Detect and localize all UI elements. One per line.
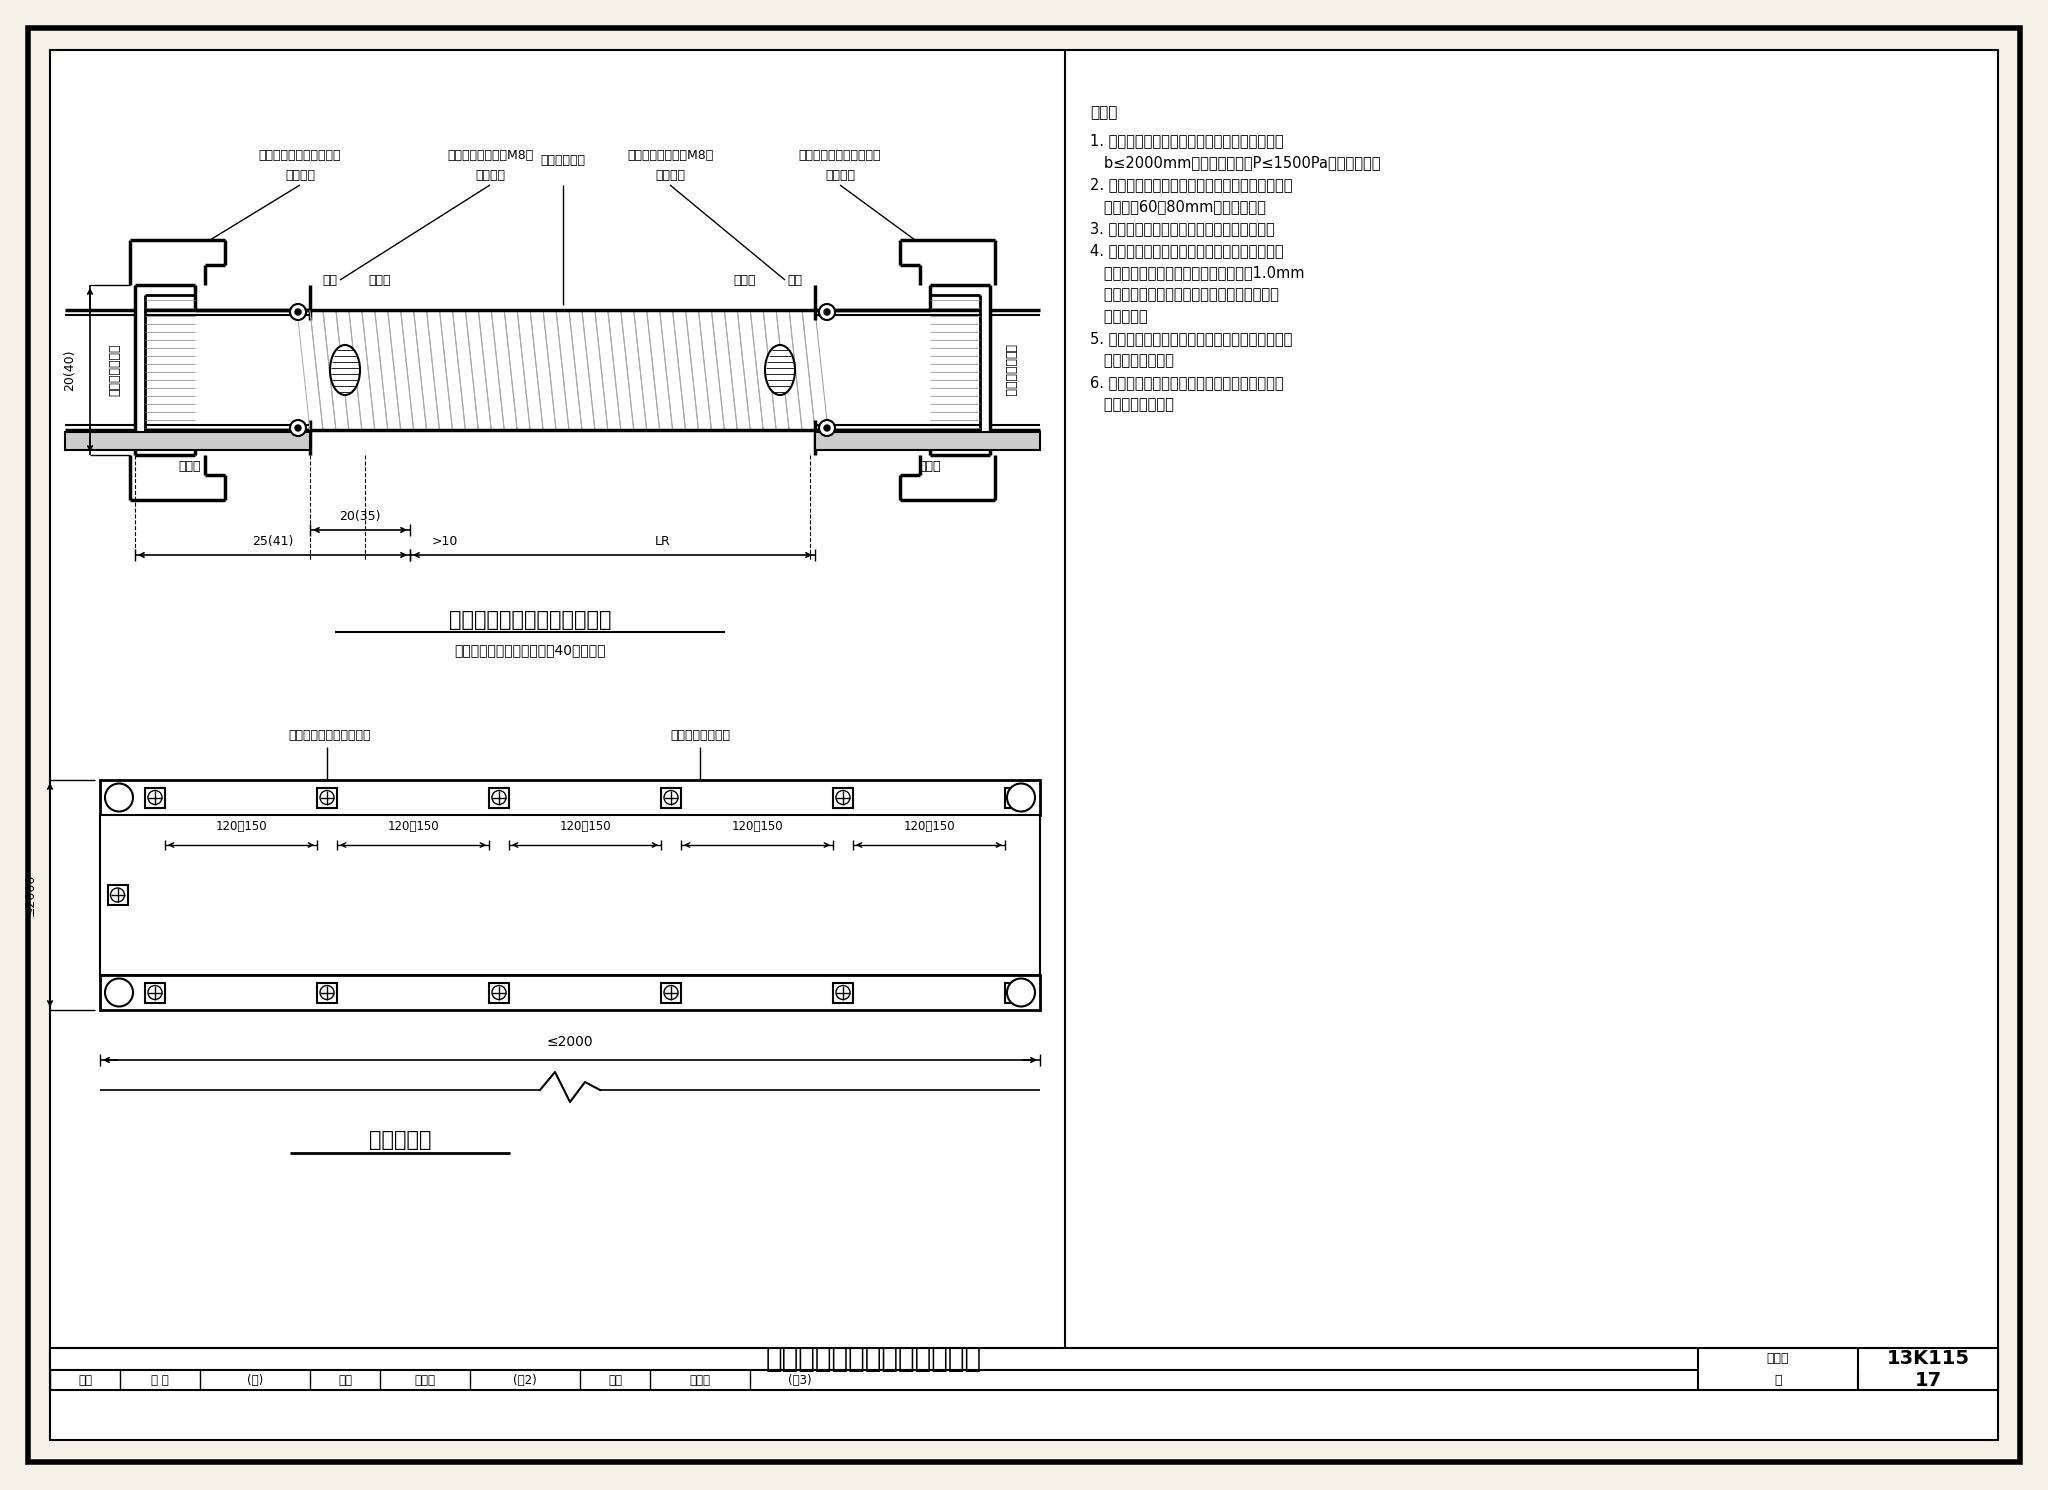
Text: 顶丝卡配套螺栓（M8）: 顶丝卡配套螺栓（M8） <box>446 149 532 161</box>
Text: 热镀锌件: 热镀锌件 <box>825 168 854 182</box>
Circle shape <box>104 979 133 1007</box>
Bar <box>1006 788 1024 808</box>
Circle shape <box>1008 979 1034 1007</box>
Text: 2. 薄钢板组合法兰与软连接带钢板连接采用铆钉，: 2. 薄钢板组合法兰与软连接带钢板连接采用铆钉， <box>1090 177 1292 192</box>
Text: 5. 软连接带铆固安装后，软连接带与法兰接触面宜: 5. 软连接带铆固安装后，软连接带与法兰接触面宜 <box>1090 331 1292 346</box>
Text: 审核: 审核 <box>78 1374 92 1387</box>
Text: 勾码（顶丝卡、螺杆卡）: 勾码（顶丝卡、螺杆卡） <box>289 729 371 742</box>
Bar <box>106 885 127 904</box>
Text: (签3): (签3) <box>788 1374 811 1387</box>
Bar <box>815 432 1040 450</box>
Text: (签2): (签2) <box>514 1374 537 1387</box>
Text: 25(41): 25(41) <box>252 535 293 547</box>
Text: >10: >10 <box>432 535 459 547</box>
Text: ≤2000: ≤2000 <box>547 1036 594 1049</box>
Text: 120～150: 120～150 <box>387 821 438 833</box>
Text: 120～150: 120～150 <box>215 821 266 833</box>
Circle shape <box>819 420 836 437</box>
Text: 3. 法兰顶丝卡采用热镀锌件，宜按图示布置。: 3. 法兰顶丝卡采用热镀锌件，宜按图示布置。 <box>1090 221 1274 235</box>
Text: 13K115: 13K115 <box>1886 1350 1970 1368</box>
Text: 角处应有固定角件，其材质为厚度大于1.0mm: 角处应有固定角件，其材质为厚度大于1.0mm <box>1090 265 1305 280</box>
Text: 热镀锌件: 热镀锌件 <box>655 168 684 182</box>
Circle shape <box>823 308 829 314</box>
Text: 1. 薄钢板组合法兰软连接带的安装适用于长边长: 1. 薄钢板组合法兰软连接带的安装适用于长边长 <box>1090 133 1284 148</box>
Bar <box>100 974 1040 1010</box>
Text: 热镀锌件: 热镀锌件 <box>285 168 315 182</box>
Text: 黄 辉: 黄 辉 <box>152 1374 168 1387</box>
Text: 热镀锌件: 热镀锌件 <box>475 168 506 182</box>
Text: 页: 页 <box>1774 1374 1782 1387</box>
Bar <box>834 982 854 1003</box>
Bar <box>662 788 682 808</box>
Text: 薄钢板组合法兰: 薄钢板组合法兰 <box>1004 344 1016 396</box>
Bar <box>317 788 338 808</box>
Text: 密封条: 密封条 <box>178 459 201 472</box>
Bar <box>489 982 510 1003</box>
Text: b≤2000mm，系统工作压力P≤1500Pa的矩形风管。: b≤2000mm，系统工作压力P≤1500Pa的矩形风管。 <box>1090 155 1380 170</box>
Text: 全德海: 全德海 <box>690 1374 711 1387</box>
Bar <box>66 432 309 450</box>
Text: (签): (签) <box>248 1374 262 1387</box>
Bar <box>1006 982 1024 1003</box>
Bar <box>100 815 1040 974</box>
Ellipse shape <box>766 346 795 395</box>
Bar <box>317 982 338 1003</box>
Text: 密封胶: 密封胶 <box>733 274 756 286</box>
Circle shape <box>295 425 301 431</box>
Text: 邢巧云: 邢巧云 <box>414 1374 436 1387</box>
Text: 铆钉间距60～80mm，均匀布置。: 铆钉间距60～80mm，均匀布置。 <box>1090 200 1266 215</box>
Text: 薄钢板组合法兰: 薄钢板组合法兰 <box>109 344 121 396</box>
Text: 铆钉: 铆钉 <box>788 274 803 286</box>
Text: 17: 17 <box>1915 1371 1942 1390</box>
Text: （括号内数据为法兰高度为40的尺寸）: （括号内数据为法兰高度为40的尺寸） <box>455 644 606 657</box>
Circle shape <box>104 784 133 812</box>
Text: ≤2000: ≤2000 <box>23 873 37 916</box>
Circle shape <box>291 420 305 437</box>
Text: 风管软连接带: 风管软连接带 <box>541 153 586 167</box>
Text: 设计: 设计 <box>608 1374 623 1387</box>
Ellipse shape <box>330 346 360 395</box>
Bar <box>145 982 166 1003</box>
Text: LR: LR <box>655 535 670 547</box>
Circle shape <box>291 304 305 320</box>
Text: 薄钢板组合式法兰: 薄钢板组合式法兰 <box>670 729 729 742</box>
Circle shape <box>823 425 829 431</box>
Text: 6. 本页依据上海艾珀耐尔通风设备有限公司提供: 6. 本页依据上海艾珀耐尔通风设备有限公司提供 <box>1090 375 1284 390</box>
Text: 薄钢板组合式法兰软连接做法: 薄钢板组合式法兰软连接做法 <box>449 609 610 630</box>
Text: 120～150: 120～150 <box>559 821 610 833</box>
Text: 20(35): 20(35) <box>340 510 381 523</box>
Text: 120～150: 120～150 <box>903 821 954 833</box>
Text: 120～150: 120～150 <box>731 821 782 833</box>
Text: 铆钉: 铆钉 <box>322 274 338 286</box>
Bar <box>662 982 682 1003</box>
Text: 说明：: 说明： <box>1090 104 1118 121</box>
Text: 的技术资料编制。: 的技术资料编制。 <box>1090 396 1174 413</box>
Text: 图集号: 图集号 <box>1767 1353 1790 1365</box>
Bar <box>49 1348 1999 1390</box>
Text: 封胶密封。: 封胶密封。 <box>1090 308 1147 323</box>
Text: 密封胶: 密封胶 <box>369 274 391 286</box>
Text: 采用密封胶密封。: 采用密封胶密封。 <box>1090 353 1174 368</box>
Text: 勾码（顶丝卡、螺杆卡）: 勾码（顶丝卡、螺杆卡） <box>799 149 881 161</box>
Text: 勾码（顶丝卡、螺杆卡）: 勾码（顶丝卡、螺杆卡） <box>258 149 342 161</box>
Circle shape <box>295 308 301 314</box>
Bar <box>489 788 510 808</box>
Text: 热镀锌钢板。固定角件与法兰连接处应采用密: 热镀锌钢板。固定角件与法兰连接处应采用密 <box>1090 288 1278 302</box>
Text: 顶丝卡布置: 顶丝卡布置 <box>369 1129 432 1150</box>
Text: 薄钢板组合法兰接口软连接带: 薄钢板组合法兰接口软连接带 <box>766 1345 983 1372</box>
Bar <box>834 788 854 808</box>
Text: 密封条: 密封条 <box>920 459 942 472</box>
Text: 校对: 校对 <box>338 1374 352 1387</box>
Text: 顶丝卡配套螺栓（M8）: 顶丝卡配套螺栓（M8） <box>627 149 713 161</box>
Bar <box>100 779 1040 815</box>
Text: 20(40): 20(40) <box>63 349 76 390</box>
Text: 4. 薄钢板组合法兰连接端面接口应平整，接口四: 4. 薄钢板组合法兰连接端面接口应平整，接口四 <box>1090 243 1284 258</box>
Circle shape <box>1008 784 1034 812</box>
Bar <box>145 788 166 808</box>
Circle shape <box>819 304 836 320</box>
